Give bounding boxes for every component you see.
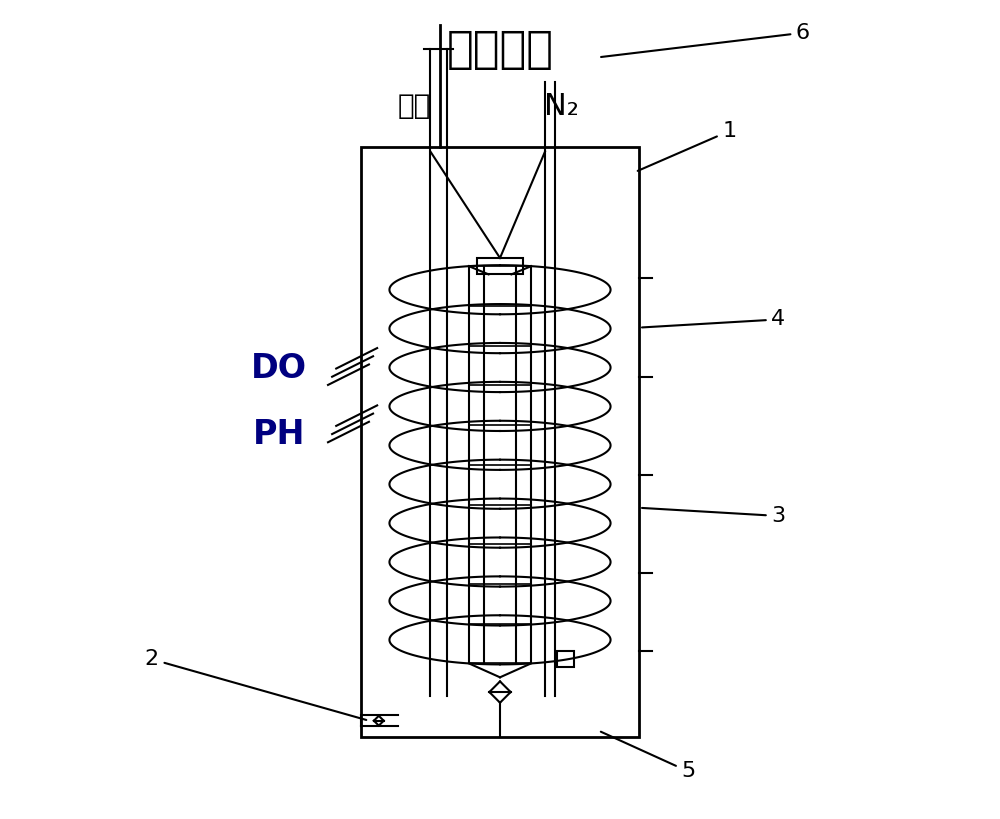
Text: 机械搅拌: 机械搅拌 [446,28,554,70]
Text: 3: 3 [642,506,786,526]
Bar [477,258,523,274]
Text: 6: 6 [601,23,810,57]
Text: 5: 5 [601,731,695,781]
Bar [557,651,574,667]
Text: 4: 4 [642,310,786,329]
Text: 空气: 空气 [397,93,431,120]
Bar [361,147,639,737]
Text: N₂: N₂ [544,92,579,121]
Text: PH: PH [253,418,305,450]
Text: 1: 1 [638,121,736,171]
Text: 2: 2 [145,649,366,720]
Text: DO: DO [251,352,307,385]
